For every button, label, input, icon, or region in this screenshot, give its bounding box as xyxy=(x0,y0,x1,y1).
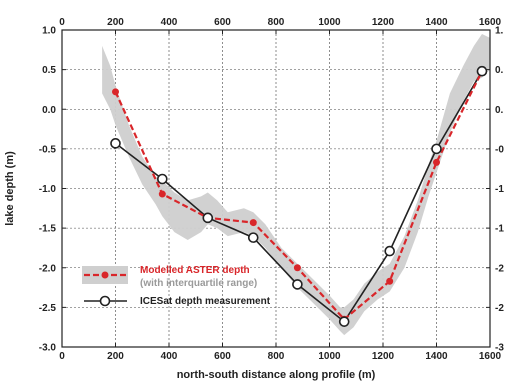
modelled-aster-point xyxy=(112,88,119,96)
y-tick-label-right: 0. xyxy=(495,65,504,76)
x-tick-label-top: 1400 xyxy=(425,17,448,28)
legend-icesat-marker xyxy=(99,295,111,307)
icesat-depth-point xyxy=(110,138,121,149)
x-tick-label-bottom: 800 xyxy=(268,351,285,362)
grid-lines xyxy=(62,30,490,347)
y-tick-label-right: 1. xyxy=(495,26,504,37)
x-tick-label-top: 0 xyxy=(59,17,65,28)
icesat-depth-point xyxy=(431,143,442,155)
legend-icesat-label: ICESat depth measurement xyxy=(140,296,271,307)
x-tick-label-bottom: 1200 xyxy=(372,351,395,362)
y-tick-label-right: -2 xyxy=(495,263,504,274)
x-tick-label-bottom: 600 xyxy=(214,351,231,362)
icesat-depth-point xyxy=(338,316,350,327)
x-tick-label-bottom: 1600 xyxy=(479,351,502,362)
icesat-depth-point xyxy=(476,65,488,77)
modelled-aster-point xyxy=(249,219,257,227)
icesat-depth-point xyxy=(247,232,259,243)
legend-modelled-marker xyxy=(101,271,109,279)
y-tick-label-left: 1.0 xyxy=(42,26,56,37)
icesat-depth-point xyxy=(202,212,214,224)
y-tick-label-right: 0. xyxy=(495,105,504,116)
x-tick-label-bottom: 400 xyxy=(161,351,178,362)
modelled-aster-point xyxy=(433,158,440,166)
icesat-depth-point xyxy=(157,173,168,185)
x-tick-label-top: 800 xyxy=(268,17,285,28)
x-tick-label-top: 600 xyxy=(214,17,231,28)
x-tick-label-bottom: 0 xyxy=(59,351,65,362)
y-tick-label-left: -1.0 xyxy=(39,184,57,195)
x-tick-label-bottom: 200 xyxy=(107,351,124,362)
y-tick-label-right: -3 xyxy=(495,343,504,354)
y-tick-label-left: -2.5 xyxy=(39,303,57,314)
x-tick-label-top: 200 xyxy=(107,17,124,28)
y-tick-label-left: -3.0 xyxy=(39,343,57,354)
icesat-depth-point xyxy=(384,245,395,257)
legend-modelled-label: Modelled ASTER depth xyxy=(140,265,250,276)
interquartile-range-area xyxy=(102,34,490,336)
x-tick-label-top: 1200 xyxy=(372,17,395,28)
x-tick-label-top: 1600 xyxy=(479,17,502,28)
interquartile-range-band xyxy=(102,34,490,336)
modelled-aster-point xyxy=(158,190,166,198)
legend: Modelled ASTER depth (with interquartile… xyxy=(82,265,271,307)
legend-modelled-sublabel: (with interquartile range) xyxy=(140,278,257,289)
modelled-aster-point xyxy=(293,264,301,272)
x-tick-label-bottom: 1400 xyxy=(425,351,448,362)
y-tick-label-left: -0.5 xyxy=(39,144,57,155)
y-tick-label-right: -0 xyxy=(495,144,504,155)
axis-ticks: 0 0 200 200 400 400 600 600 800 800 1000 1000 1200 12… xyxy=(39,17,505,362)
x-tick-label-top: 1000 xyxy=(318,17,341,28)
x-tick-label-top: 400 xyxy=(161,17,178,28)
x-axis-label: north-south distance along profile (m) xyxy=(177,369,376,381)
y-tick-label-right: -2 xyxy=(495,303,504,314)
x-tick-label-bottom: 1000 xyxy=(318,351,341,362)
y-tick-label-left: -1.5 xyxy=(39,224,57,235)
icesat-depth-point xyxy=(292,279,303,290)
y-axis-label: lake depth (m) xyxy=(4,151,16,226)
y-tick-label-left: 0.5 xyxy=(42,65,56,76)
modelled-aster-point xyxy=(386,277,394,285)
y-tick-label-right: -1 xyxy=(495,224,504,235)
y-tick-label-left: 0.0 xyxy=(42,105,56,116)
y-tick-label-left: -2.0 xyxy=(39,263,57,274)
y-tick-label-right: -1 xyxy=(495,184,504,195)
series-layer xyxy=(110,65,488,327)
